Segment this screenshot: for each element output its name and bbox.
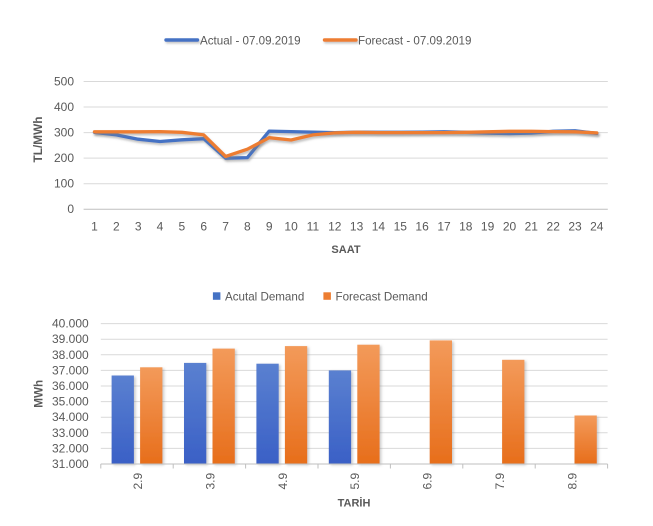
svg-text:14: 14 [372,220,386,234]
svg-text:0: 0 [67,202,74,216]
svg-text:500: 500 [54,75,74,89]
svg-text:Forecast Demand: Forecast Demand [336,290,428,303]
svg-text:2.9: 2.9 [131,472,145,489]
svg-text:21: 21 [525,220,539,234]
svg-text:400: 400 [54,100,74,114]
svg-text:SAAT: SAAT [331,244,360,256]
svg-text:5.9: 5.9 [348,472,362,489]
svg-text:2: 2 [113,220,120,234]
svg-text:40.000: 40.000 [52,317,89,331]
svg-text:Actual - 07.09.2019: Actual - 07.09.2019 [200,34,301,47]
svg-text:3.9: 3.9 [203,472,217,489]
svg-text:37.000: 37.000 [52,363,89,377]
svg-text:8.9: 8.9 [565,472,579,489]
svg-text:23: 23 [568,220,582,234]
svg-text:1: 1 [91,220,98,234]
svg-text:16: 16 [415,220,429,234]
svg-text:31.000: 31.000 [52,457,89,471]
svg-text:3: 3 [135,220,142,234]
svg-text:9: 9 [266,220,273,234]
svg-text:32.000: 32.000 [52,441,89,455]
svg-text:10: 10 [284,220,298,234]
svg-text:19: 19 [481,220,495,234]
svg-text:300: 300 [54,126,74,140]
svg-text:MWh: MWh [33,380,46,408]
svg-text:34.000: 34.000 [52,410,89,424]
svg-text:Acutal Demand: Acutal Demand [225,290,304,303]
svg-text:24: 24 [590,220,604,234]
svg-text:11: 11 [307,220,320,234]
svg-text:100: 100 [54,177,74,191]
svg-text:36.000: 36.000 [52,379,89,393]
svg-text:35.000: 35.000 [52,395,89,409]
svg-text:15: 15 [394,220,408,234]
svg-text:TL/MWh: TL/MWh [31,117,45,163]
svg-text:TARİH: TARİH [338,497,371,510]
svg-text:22: 22 [547,220,561,234]
svg-text:5: 5 [179,220,186,234]
svg-text:7.9: 7.9 [493,472,507,489]
svg-text:18: 18 [459,220,473,234]
svg-text:17: 17 [437,220,451,234]
svg-text:4.9: 4.9 [276,472,290,489]
svg-text:Forecast - 07.09.2019: Forecast - 07.09.2019 [358,34,471,47]
svg-text:7: 7 [222,220,229,234]
svg-text:13: 13 [350,220,364,234]
svg-text:39.000: 39.000 [52,332,89,346]
svg-text:12: 12 [328,220,342,234]
svg-text:200: 200 [54,151,74,165]
svg-text:38.000: 38.000 [52,348,89,362]
svg-text:6.9: 6.9 [421,472,435,489]
svg-text:8: 8 [244,220,251,234]
svg-text:33.000: 33.000 [52,426,89,440]
svg-text:20: 20 [503,220,517,234]
svg-text:6: 6 [200,220,207,234]
svg-text:4: 4 [157,220,164,234]
